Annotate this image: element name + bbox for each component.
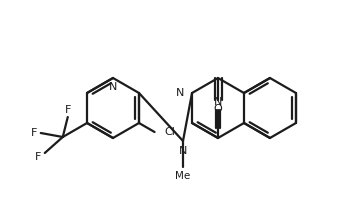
Text: F: F [65, 105, 71, 115]
Text: F: F [31, 128, 37, 138]
Text: O: O [213, 104, 222, 114]
Text: N: N [109, 82, 117, 92]
Text: N: N [176, 88, 184, 98]
Text: N: N [179, 146, 187, 156]
Text: Cl: Cl [165, 127, 175, 137]
Text: F: F [35, 152, 41, 162]
Text: N: N [214, 97, 222, 107]
Text: Me: Me [175, 171, 191, 181]
